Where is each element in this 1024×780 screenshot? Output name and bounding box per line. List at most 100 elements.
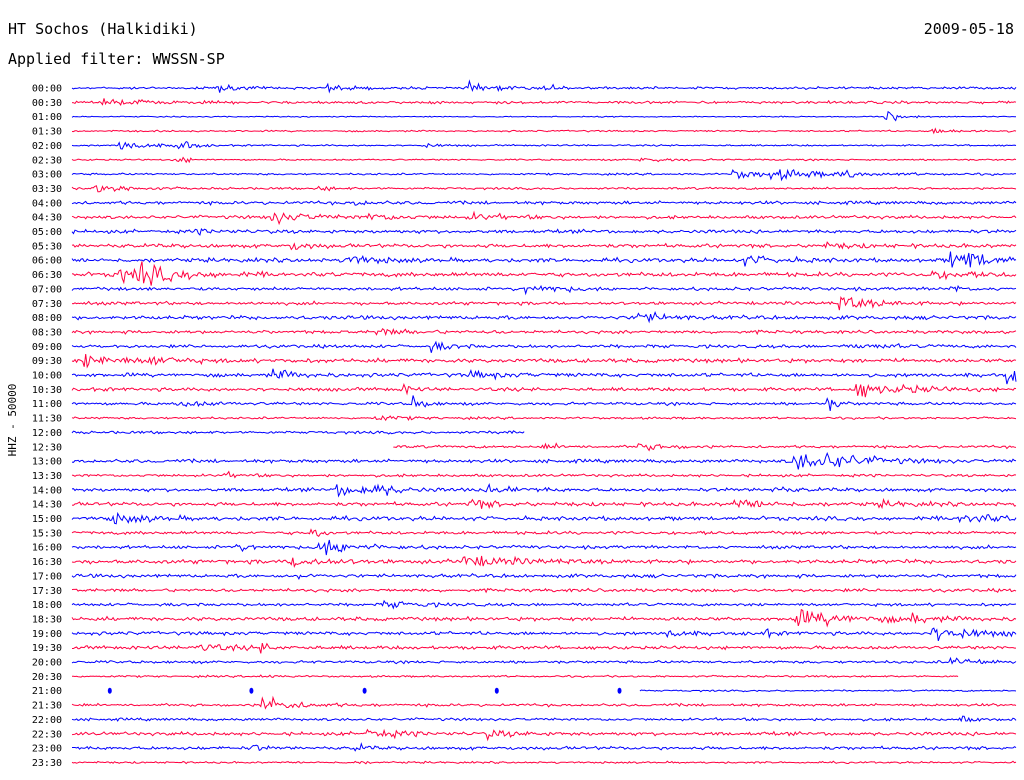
time-tick-label: 12:30 — [32, 442, 62, 453]
filter-label: Applied filter: WWSSN-SP — [8, 50, 225, 68]
trace-line — [71, 482, 1017, 498]
time-tick-label: 06:30 — [32, 270, 62, 281]
time-tick-label: 08:00 — [32, 313, 62, 324]
trace-line — [71, 241, 1017, 251]
time-tick-label: 18:30 — [32, 614, 62, 625]
trace-blip — [617, 687, 622, 694]
time-tick-label: 02:30 — [32, 155, 62, 166]
trace-line — [71, 98, 1017, 106]
trace-rows: 00:00 00:30 01:00 01:30 02:00 02:30 03:00 03:30… — [32, 79, 1017, 769]
trace-line — [71, 383, 1017, 398]
time-tick-label: 01:30 — [32, 127, 62, 138]
trace-line — [72, 674, 959, 679]
time-tick-label: 07:00 — [32, 284, 62, 295]
trace-line — [71, 127, 1017, 135]
trace-line — [71, 511, 1017, 525]
time-tick-label: 18:00 — [32, 600, 62, 611]
trace-line — [71, 296, 1017, 311]
trace-line — [71, 497, 1017, 510]
time-tick-label: 20:30 — [32, 672, 62, 683]
trace-line — [71, 110, 1016, 122]
time-tick-label: 22:00 — [32, 715, 62, 726]
time-tick-label: 00:30 — [32, 98, 62, 109]
trace-line — [71, 340, 1017, 353]
trace-line — [71, 608, 1017, 628]
time-tick-label: 10:30 — [32, 385, 62, 396]
time-tick-label: 10:00 — [32, 371, 62, 382]
time-tick-label: 09:00 — [32, 342, 62, 353]
time-tick-label: 15:00 — [32, 514, 62, 525]
time-tick-label: 05:00 — [32, 227, 62, 238]
time-tick-label: 22:30 — [32, 729, 62, 740]
trace-line — [71, 555, 1017, 569]
trace-line — [71, 430, 525, 435]
trace-line — [71, 587, 1017, 594]
trace-line — [71, 627, 1017, 642]
time-tick-label: 03:30 — [32, 184, 62, 195]
date-label: 2009-05-18 — [923, 20, 1014, 38]
time-tick-label: 19:30 — [32, 643, 62, 654]
trace-line — [71, 415, 1017, 422]
time-tick-label: 06:00 — [32, 256, 62, 267]
time-tick-label: 13:30 — [32, 471, 62, 482]
trace-line — [71, 599, 1017, 610]
time-tick-label: 20:00 — [32, 658, 62, 669]
time-tick-label: 23:30 — [32, 758, 62, 769]
time-tick-label: 04:30 — [32, 213, 62, 224]
time-tick-label: 21:30 — [32, 701, 62, 712]
trace-line — [72, 742, 1017, 752]
trace-line — [71, 210, 1017, 226]
trace-blip — [107, 687, 112, 694]
channel-label: HHZ - 50000 — [6, 384, 19, 457]
trace-line — [71, 368, 1017, 385]
time-tick-label: 17:30 — [32, 586, 62, 597]
trace-line — [71, 353, 1017, 369]
trace-line — [71, 284, 1017, 296]
time-tick-label: 08:30 — [32, 327, 62, 338]
time-tick-label: 05:30 — [32, 241, 62, 252]
time-tick-label: 03:00 — [32, 170, 62, 181]
time-tick-label: 07:30 — [32, 299, 62, 310]
trace-line — [639, 689, 1017, 693]
time-tick-label: 09:30 — [32, 356, 62, 367]
time-tick-label: 14:30 — [32, 500, 62, 511]
trace-blip — [494, 687, 499, 694]
time-tick-label: 04:00 — [32, 198, 62, 209]
trace-line — [71, 156, 1017, 164]
time-tick-label: 14:00 — [32, 485, 62, 496]
trace-line — [71, 200, 1017, 206]
time-tick-label: 21:00 — [32, 686, 62, 697]
time-tick-label: 00:00 — [32, 84, 62, 95]
time-tick-label: 11:00 — [32, 399, 62, 410]
time-tick-label: 01:00 — [32, 112, 62, 123]
trace-blip — [249, 687, 254, 694]
trace-line — [71, 728, 1017, 742]
trace-line — [71, 168, 1017, 182]
time-tick-label: 02:00 — [32, 141, 62, 152]
time-tick-label: 12:00 — [32, 428, 62, 439]
trace-line — [71, 185, 1017, 193]
trace-blip — [362, 687, 367, 694]
time-tick-label: 11:30 — [32, 414, 62, 425]
trace-line — [71, 328, 1017, 337]
trace-line — [71, 261, 1017, 286]
trace-line — [72, 642, 1016, 654]
trace-line — [71, 451, 1017, 470]
trace-line — [71, 310, 1017, 324]
time-tick-label: 17:00 — [32, 571, 62, 582]
trace-line — [71, 572, 1017, 581]
time-tick-label: 16:30 — [32, 557, 62, 568]
trace-line — [71, 470, 1017, 479]
trace-line — [71, 251, 1017, 268]
trace-line — [71, 656, 1017, 665]
trace-line — [71, 528, 1017, 537]
trace-line — [71, 539, 1017, 556]
trace-line — [71, 760, 1017, 765]
time-tick-label: 16:00 — [32, 543, 62, 554]
time-tick-label: 19:00 — [32, 629, 62, 640]
trace-line — [71, 79, 1017, 94]
trace-line — [71, 227, 1017, 236]
trace-line — [393, 442, 1017, 452]
trace-line — [71, 140, 1017, 150]
